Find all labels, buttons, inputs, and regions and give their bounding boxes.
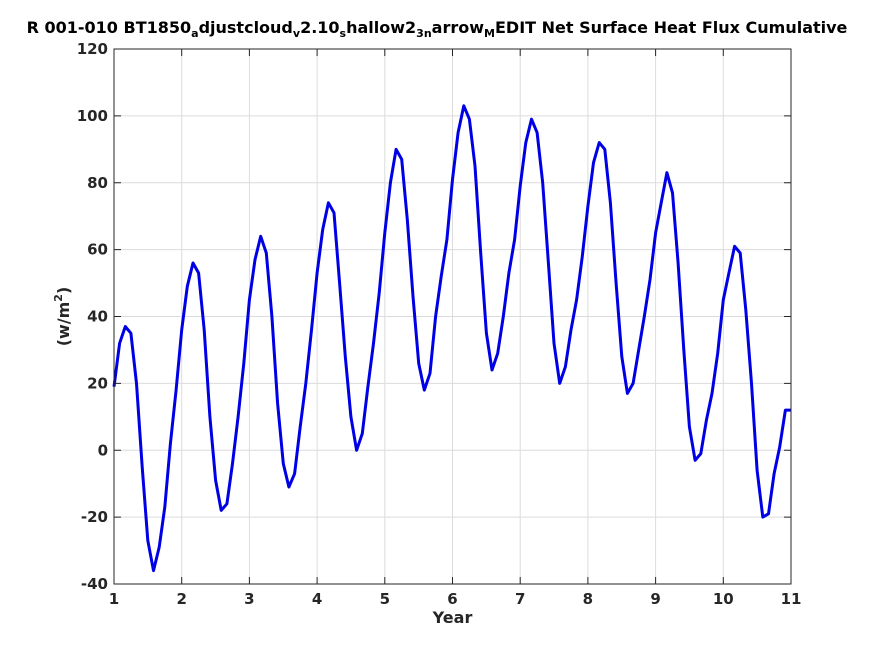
y-tick-label: -20	[81, 508, 108, 526]
x-tick-label: 2	[176, 590, 186, 608]
chart-title-part: R 001-010 BT1850	[26, 18, 192, 37]
chart-title-part: s	[339, 27, 347, 41]
y-tick-label: 100	[77, 107, 108, 125]
y-tick-label: 120	[77, 40, 108, 58]
y-tick-label: 20	[87, 374, 108, 392]
y-axis-label-superscript: 2	[52, 294, 65, 302]
x-tick-label: 8	[583, 590, 593, 608]
chart-title-part: M	[484, 27, 495, 41]
y-tick-label: 60	[87, 241, 108, 259]
y-tick-label: 80	[87, 174, 108, 192]
chart-title: R 001-010 BT1850adjustcloudv2.10shallow2…	[27, 18, 848, 40]
y-tick-label: 40	[87, 308, 108, 326]
x-tick-label: 4	[312, 590, 322, 608]
x-tick-label: 9	[650, 590, 660, 608]
axes-box	[113, 48, 792, 585]
x-tick-label: 1	[109, 590, 119, 608]
chart-title-part: EDIT Net Surface Heat Flux Cumulative	[494, 18, 848, 37]
y-axis-label: (w/m2)	[52, 287, 73, 347]
chart-title-part: a	[191, 27, 199, 41]
y-axis-label-close: )	[54, 287, 73, 294]
x-tick-label: 6	[447, 590, 457, 608]
y-tick-label: 0	[98, 441, 108, 459]
chart-title-part: 3n	[416, 27, 432, 41]
x-tick-label: 11	[781, 590, 802, 608]
y-tick-label: -40	[81, 575, 108, 593]
chart-title-part: arrow	[431, 18, 485, 37]
y-axis-label-main: (w/m	[54, 302, 73, 347]
chart-title-part: djustcloud	[198, 18, 293, 37]
series-line	[112, 104, 791, 573]
chart-title-part: v	[292, 27, 301, 41]
x-axis-label: Year	[432, 608, 473, 627]
x-tick-label: 5	[380, 590, 390, 608]
chart-title-part: hallow2	[346, 18, 417, 37]
x-tick-label: 3	[244, 590, 254, 608]
x-tick-label: 10	[713, 590, 734, 608]
x-tick-label: 7	[515, 590, 525, 608]
chart-title-part: 2.10	[300, 18, 340, 37]
